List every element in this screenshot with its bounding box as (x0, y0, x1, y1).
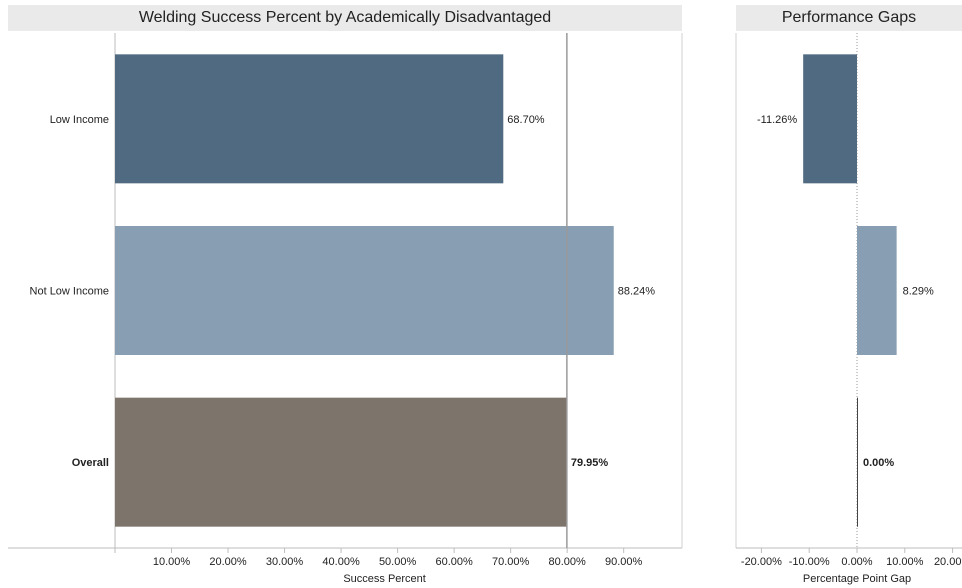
gap-x-tick-label: 10.00% (886, 556, 924, 568)
gap-data-label: -11.26% (757, 114, 797, 126)
x-tick-label: 40.00% (322, 556, 360, 568)
gap-bar-overall (857, 397, 858, 527)
gap-x-tick-label: 0.00% (841, 556, 872, 568)
x-axis-title-success: Success Percent (343, 573, 426, 585)
data-label: 88.24% (618, 286, 656, 298)
gap-x-tick-label: -10.00% (789, 556, 830, 568)
data-label: 68.70% (507, 114, 545, 126)
category-label: Overall (72, 457, 109, 469)
x-tick-label: 70.00% (492, 556, 530, 568)
bar-low-income (115, 54, 504, 184)
gap-x-tick-label: -20.00% (741, 556, 782, 568)
bar-not-low-income (115, 226, 614, 355)
gap-x-tick-label: 20.00% (934, 556, 962, 568)
category-label: Not Low Income (30, 286, 109, 298)
category-label: Low Income (50, 114, 109, 126)
gap-data-label: 0.00% (863, 457, 894, 469)
bar-overall (115, 397, 567, 527)
gap-data-label: 8.29% (903, 286, 934, 298)
x-tick-label: 20.00% (209, 556, 247, 568)
data-label: 79.95% (571, 457, 609, 469)
x-tick-label: 90.00% (605, 556, 643, 568)
x-tick-label: 50.00% (379, 556, 417, 568)
x-tick-label: 10.00% (153, 556, 191, 568)
gap-bar-low-income (803, 54, 857, 184)
x-axis-title-gaps: Percentage Point Gap (803, 573, 911, 585)
x-tick-label: 30.00% (266, 556, 304, 568)
x-tick-label: 60.00% (435, 556, 473, 568)
chart-title-success: Welding Success Percent by Academically … (8, 5, 682, 31)
chart-title-gaps: Performance Gaps (736, 5, 962, 31)
x-tick-label: 80.00% (549, 556, 587, 568)
gap-bar-not-low-income (857, 226, 897, 355)
